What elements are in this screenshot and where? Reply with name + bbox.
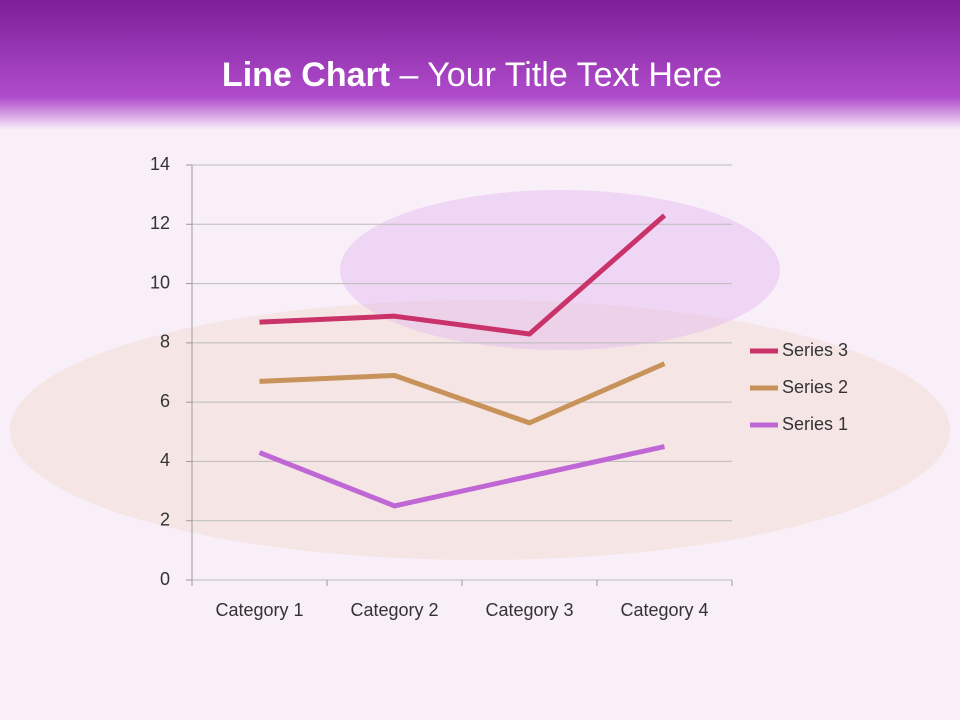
y-tick-label: 4 [160,450,170,470]
x-tick-label: Category 1 [215,600,303,620]
x-tick-label: Category 3 [485,600,573,620]
y-tick-label: 10 [150,272,170,292]
y-tick-label: 6 [160,391,170,411]
x-tick-label: Category 4 [620,600,708,620]
title-bold: Line Chart [221,56,391,94]
series-line [259,361,666,426]
background-brush [340,190,780,350]
legend-label: Series 1 [782,414,848,434]
y-tick-label: 0 [160,569,170,589]
y-tick-label: 2 [160,509,170,529]
x-tick-label: Category 2 [350,600,438,620]
series-line [259,213,667,337]
title-rest: – Your Title Text Here [399,56,723,94]
y-tick-label: 14 [150,154,170,174]
y-tick-label: 12 [150,213,170,233]
legend-label: Series 2 [782,377,848,397]
legend-label: Series 3 [782,340,848,360]
series-line [258,444,666,509]
y-tick-label: 8 [160,332,170,352]
background-hair [10,300,950,560]
slide-title: Line Chart – Your Title Text Here [0,56,944,95]
header-band [0,0,960,130]
